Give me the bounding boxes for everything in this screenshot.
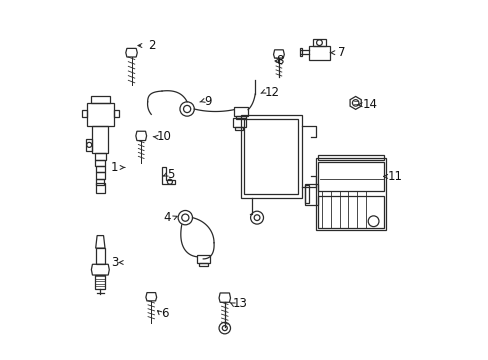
Text: 14: 14: [362, 98, 377, 111]
Text: 1: 1: [111, 161, 118, 174]
Text: 8: 8: [276, 54, 283, 67]
Text: 9: 9: [204, 95, 211, 108]
Text: 12: 12: [264, 86, 279, 99]
Text: 5: 5: [167, 168, 174, 181]
Text: 10: 10: [156, 130, 171, 144]
Text: 3: 3: [111, 256, 118, 269]
Text: 7: 7: [337, 46, 345, 59]
Text: 6: 6: [161, 307, 168, 320]
Text: 11: 11: [387, 170, 402, 183]
Text: 4: 4: [163, 211, 171, 224]
Text: 2: 2: [147, 39, 155, 52]
Text: 13: 13: [233, 297, 247, 310]
